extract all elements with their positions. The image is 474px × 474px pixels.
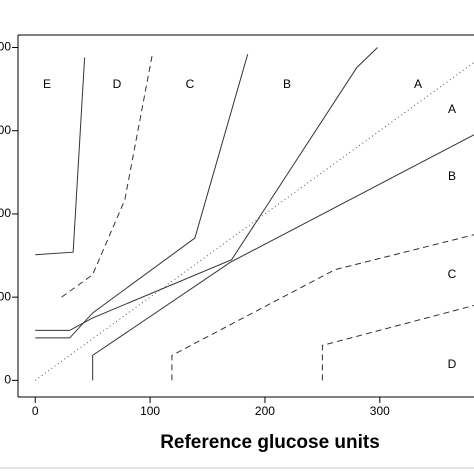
zone-label: D — [448, 357, 457, 371]
grid-boundary — [92, 134, 474, 381]
grid-boundary — [61, 54, 153, 298]
y-tick-label: 400 — [0, 40, 11, 54]
y-tick-label: 300 — [0, 123, 11, 137]
x-tick-label: 0 — [32, 404, 39, 418]
x-axis-title: Reference glucose units — [160, 432, 380, 453]
zone-label: B — [448, 169, 456, 183]
zone-label: B — [283, 77, 291, 91]
zone-label: A — [448, 102, 456, 116]
grid-boundary — [34, 62, 474, 381]
x-tick-label: 100 — [140, 404, 160, 418]
zone-label: A — [414, 77, 422, 91]
plot-area — [34, 47, 474, 381]
grid-boundary — [35, 47, 378, 331]
y-tick-label: 0 — [4, 373, 11, 387]
y-tick-label: 200 — [0, 206, 11, 220]
x-tick-label: 300 — [370, 404, 390, 418]
grid-boundary — [35, 57, 86, 256]
y-tick-label: 100 — [0, 289, 11, 303]
grid-boundary — [171, 234, 474, 381]
zone-label: C — [186, 77, 195, 91]
x-tick-label: 200 — [255, 404, 275, 418]
zone-label: E — [43, 77, 51, 91]
grid-boundary — [321, 304, 474, 381]
zone-label: C — [448, 267, 457, 281]
zone-label: D — [113, 77, 122, 91]
grid-boundary — [35, 54, 249, 339]
